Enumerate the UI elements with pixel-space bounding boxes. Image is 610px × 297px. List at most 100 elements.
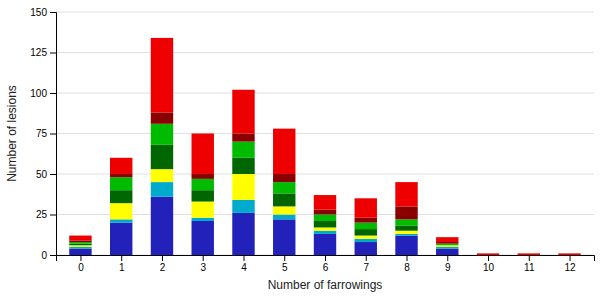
y-tick-mark bbox=[50, 255, 56, 256]
grid-line bbox=[56, 174, 594, 175]
bar-segment bbox=[395, 219, 417, 225]
x-tick-mark bbox=[407, 255, 408, 261]
bar-segment bbox=[69, 245, 91, 247]
bar-series bbox=[69, 145, 417, 245]
x-tick-mark bbox=[121, 255, 122, 261]
y-tick-mark bbox=[50, 134, 56, 135]
bar-segment bbox=[395, 206, 417, 219]
bar-segment bbox=[69, 244, 91, 246]
bar-series bbox=[69, 169, 458, 247]
bar-segment bbox=[192, 179, 214, 190]
bar-segment bbox=[232, 90, 254, 134]
bar-segment bbox=[395, 182, 417, 206]
y-tick-mark bbox=[50, 12, 56, 13]
x-tick-label: 1 bbox=[119, 262, 125, 273]
bar-segment bbox=[232, 158, 254, 174]
bar-segment bbox=[151, 197, 173, 255]
y-tick: 100 bbox=[30, 88, 56, 99]
x-tick-label: 4 bbox=[241, 262, 247, 273]
x-tick-mark bbox=[80, 255, 81, 261]
bar-segment bbox=[151, 38, 173, 113]
bar-series bbox=[69, 112, 458, 243]
x-tick-label: 9 bbox=[445, 262, 451, 273]
bar-segment bbox=[314, 234, 336, 255]
bar-segment bbox=[355, 223, 377, 229]
bar-segment bbox=[232, 174, 254, 200]
grid-line bbox=[56, 12, 594, 13]
grid-line bbox=[56, 93, 594, 94]
grid-line bbox=[56, 133, 594, 134]
bar-segment bbox=[355, 198, 377, 217]
bar-segment bbox=[151, 145, 173, 169]
bar-segment bbox=[192, 190, 214, 201]
bar-segment bbox=[110, 223, 132, 255]
x-tick: 3 bbox=[200, 255, 206, 273]
grid-line bbox=[56, 52, 594, 53]
y-tick: 150 bbox=[30, 7, 56, 18]
x-tick: 10 bbox=[483, 255, 495, 273]
bar-segment bbox=[232, 200, 254, 213]
x-tick: 2 bbox=[160, 255, 166, 273]
bar-segment bbox=[192, 174, 214, 179]
bar-segment bbox=[110, 158, 132, 174]
bar-segment bbox=[395, 226, 417, 231]
x-tick-label: 5 bbox=[282, 262, 288, 273]
bar-segment bbox=[192, 202, 214, 218]
bar-segment bbox=[314, 227, 336, 230]
bar-segment bbox=[273, 174, 295, 182]
chart: 01234567891011120255075100125150Number o… bbox=[0, 0, 610, 297]
bar-segment bbox=[273, 219, 295, 255]
x-tick-mark bbox=[447, 255, 448, 261]
grid bbox=[56, 12, 594, 255]
y-tick: 50 bbox=[36, 169, 56, 180]
bar-segment bbox=[273, 193, 295, 206]
bar-segment bbox=[436, 249, 458, 255]
x-tick: 6 bbox=[323, 255, 329, 273]
y-tick-label: 125 bbox=[30, 47, 47, 58]
bar-segment bbox=[436, 247, 458, 249]
x-tick-label: 10 bbox=[483, 262, 495, 273]
bar-segment bbox=[192, 218, 214, 221]
x-tick-mark bbox=[488, 255, 489, 261]
x-tick-mark bbox=[284, 255, 285, 261]
bar-segment bbox=[355, 242, 377, 255]
x-tick: 5 bbox=[282, 255, 288, 273]
y-tick: 25 bbox=[36, 209, 56, 220]
x-tick-label: 7 bbox=[363, 262, 369, 273]
bar-segment bbox=[110, 174, 132, 177]
bar-segment bbox=[151, 169, 173, 182]
bar-segment bbox=[314, 231, 336, 234]
bars bbox=[69, 38, 581, 255]
bar-segment bbox=[518, 253, 540, 255]
bar-segment bbox=[151, 112, 173, 123]
bar-segment bbox=[151, 182, 173, 197]
x-tick-mark bbox=[325, 255, 326, 261]
bar-segment bbox=[273, 206, 295, 214]
y-tick-mark bbox=[50, 53, 56, 54]
bar-segment bbox=[314, 221, 336, 227]
bar-segment bbox=[395, 234, 417, 236]
bar-series bbox=[69, 38, 581, 255]
bar-segment bbox=[477, 253, 499, 255]
x-tick-mark bbox=[529, 255, 530, 261]
bar-segment bbox=[395, 236, 417, 255]
x-axis-title: Number of farrowings bbox=[268, 278, 383, 292]
bar-segment bbox=[558, 253, 580, 255]
x-tick: 8 bbox=[404, 255, 410, 273]
x-tick-mark bbox=[366, 255, 367, 261]
bar-segment bbox=[69, 236, 91, 241]
bar-segment bbox=[69, 249, 91, 255]
x-tick-label: 3 bbox=[200, 262, 206, 273]
y-tick-label: 150 bbox=[30, 7, 47, 18]
x-tick-label: 2 bbox=[160, 262, 166, 273]
bar-segment bbox=[232, 142, 254, 158]
x-tick-mark bbox=[570, 255, 571, 261]
bar-segment bbox=[110, 177, 132, 190]
bar-series bbox=[69, 124, 458, 246]
x-tick: 12 bbox=[564, 255, 576, 273]
x-tick: 4 bbox=[241, 255, 247, 273]
y-tick-label: 50 bbox=[36, 169, 48, 180]
x-tick: 0 bbox=[78, 255, 84, 273]
bar-segment bbox=[436, 242, 458, 244]
bar-segment bbox=[355, 239, 377, 242]
